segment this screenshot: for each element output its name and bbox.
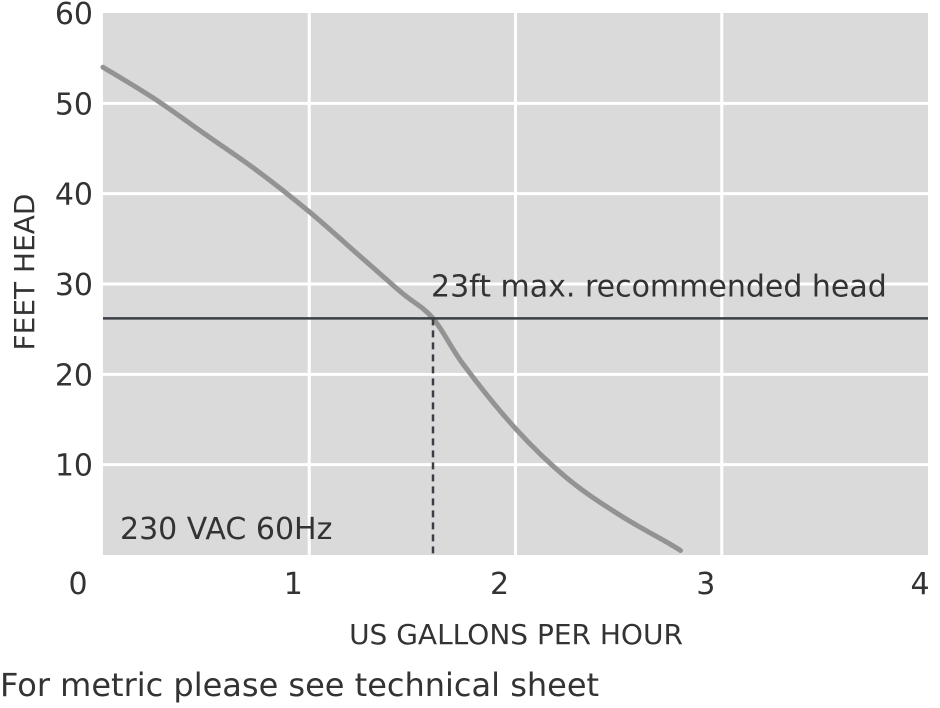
y-tick-label: 20: [55, 358, 93, 393]
metric-footnote: For metric please see technical sheet: [0, 666, 600, 704]
y-tick-labels: 10 20 30 40 50 60: [55, 0, 93, 484]
x-tick-labels: 0 1 2 3 4: [68, 567, 929, 602]
y-tick-label: 10: [55, 449, 93, 484]
reference-line-label: 23ft max. recommended head: [431, 269, 887, 304]
y-tick-label: 40: [55, 178, 93, 213]
y-tick-label: 60: [55, 0, 93, 32]
x-axis-title: US GALLONS PER HOUR: [349, 618, 683, 651]
y-axis-title: FEET HEAD: [8, 194, 41, 351]
x-tick-label: 0: [68, 567, 87, 602]
voltage-annotation: 230 VAC 60Hz: [120, 512, 332, 547]
grid-lines: [103, 13, 928, 555]
y-tick-label: 30: [55, 268, 93, 303]
x-tick-label: 2: [490, 567, 509, 602]
x-tick-label: 4: [910, 567, 929, 602]
y-tick-label: 50: [55, 87, 93, 122]
x-tick-label: 1: [284, 567, 303, 602]
x-tick-label: 3: [696, 567, 715, 602]
pump-curve-line: [100, 64, 683, 553]
pump-curve-chart: 10 20 30 40 50 60 0 1 2 3 4 23ft max. recommended…: [8, 0, 930, 651]
